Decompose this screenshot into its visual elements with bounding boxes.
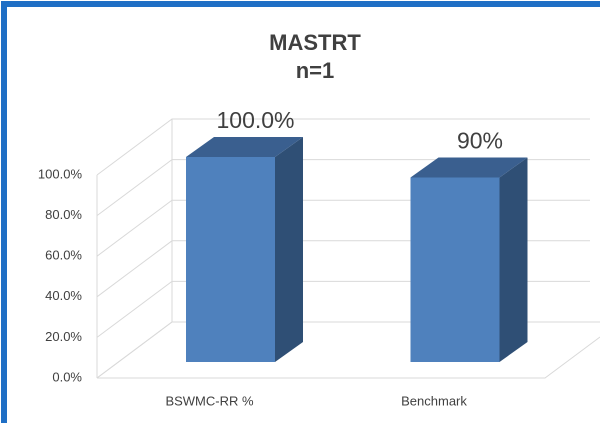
y-tick-label: 80.0% — [45, 207, 82, 222]
bar-top — [410, 157, 528, 178]
x-tick-label: BSWMC-RR % — [165, 393, 254, 408]
bar-side — [275, 137, 303, 362]
value-label: 90% — [457, 128, 503, 154]
value-label: 100.0% — [216, 107, 294, 133]
bar-side — [499, 157, 528, 362]
bar — [186, 157, 275, 362]
chart-subtitle: n=1 — [296, 58, 335, 83]
x-tick-label: Benchmark — [401, 393, 467, 408]
bar — [410, 177, 500, 362]
y-tick-label: 20.0% — [45, 329, 82, 344]
y-tick-label: 60.0% — [45, 248, 82, 263]
y-tick-label: 100.0% — [38, 166, 83, 181]
chart-title: MASTRT — [269, 30, 361, 55]
bar-top — [186, 137, 303, 157]
y-tick-label: 40.0% — [45, 288, 82, 303]
y-tick-label: 0.0% — [52, 369, 82, 384]
